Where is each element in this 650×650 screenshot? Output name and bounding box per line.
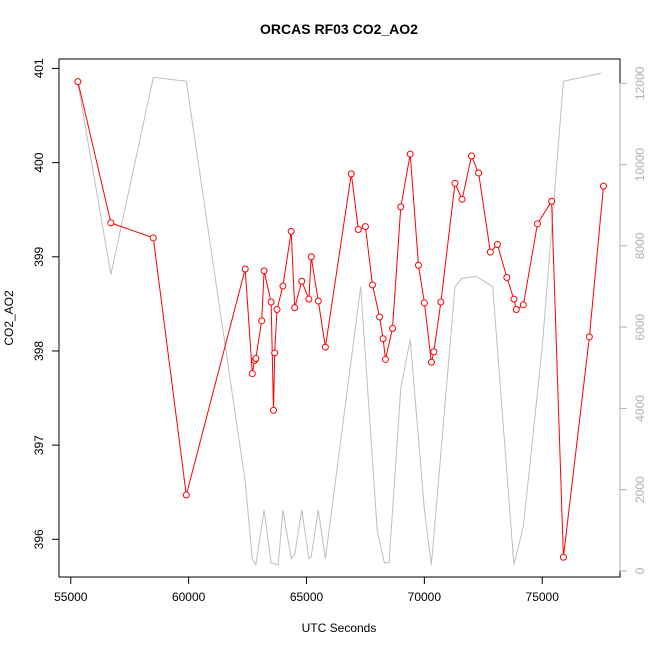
data-point: [512, 306, 520, 314]
data-point: [427, 358, 435, 366]
data-point: [287, 227, 295, 235]
x-tick-label: 75000: [526, 590, 560, 604]
data-point: [534, 220, 541, 228]
data-point: [414, 261, 422, 269]
data-point: [406, 150, 414, 158]
data-point: [486, 248, 494, 256]
data-point: [430, 348, 438, 356]
x-tick-label: 55000: [54, 590, 88, 604]
y-axis-right: 0 2000 4000 6000 8000 10000 12000: [619, 66, 647, 574]
y-tick-label: 396: [32, 529, 46, 549]
y2-tick-label: 0: [633, 567, 647, 574]
data-point: [458, 195, 466, 203]
data-point: [321, 343, 329, 351]
secondary-series-line: [77, 72, 602, 567]
x-axis: 55000 60000 65000 70000 75000: [54, 576, 560, 604]
data-point: [241, 265, 249, 273]
data-point: [258, 317, 266, 325]
x-tick-label: 65000: [290, 590, 324, 604]
data-point: [270, 406, 277, 414]
x-tick-label: 60000: [172, 590, 206, 604]
data-point: [437, 298, 445, 306]
data-point: [273, 306, 281, 314]
x-tick-label: 70000: [408, 590, 442, 604]
data-point: [559, 553, 567, 561]
y-tick-label: 397: [32, 435, 46, 455]
data-point: [600, 182, 607, 190]
data-point: [291, 304, 299, 312]
data-point: [298, 277, 306, 285]
data-point: [361, 223, 369, 231]
data-point: [74, 78, 82, 86]
data-point: [493, 241, 501, 249]
chart-title: ORCAS RF03 CO2_AO2: [260, 21, 418, 37]
data-point: [271, 349, 279, 357]
data-point: [548, 197, 556, 205]
data-point: [468, 152, 475, 160]
data-point: [381, 355, 389, 363]
y-axis-left: 396 397 398 399 400 401: [32, 58, 59, 549]
y2-tick-label: 6000: [633, 313, 647, 340]
data-point: [510, 295, 518, 303]
data-point: [307, 253, 315, 261]
series-layer: [74, 72, 607, 567]
y-tick-label: 399: [32, 246, 46, 266]
data-point: [252, 354, 260, 362]
data-point: [267, 298, 275, 306]
data-point: [248, 370, 256, 378]
data-point: [260, 267, 268, 275]
y-axis-label: CO2_AO2: [2, 290, 16, 346]
data-point: [451, 179, 459, 187]
data-point: [376, 313, 384, 321]
data-point: [585, 333, 593, 341]
data-point: [420, 299, 428, 307]
y2-tick-label: 8000: [633, 232, 647, 259]
primary-series-line: [77, 81, 604, 558]
data-point: [107, 219, 115, 227]
y-tick-label: 400: [32, 152, 46, 172]
x-axis-label: UTC Seconds: [302, 621, 377, 635]
data-point: [389, 324, 397, 332]
y2-tick-label: 12000: [633, 66, 647, 100]
data-point: [379, 335, 387, 343]
y2-tick-label: 4000: [633, 395, 647, 422]
data-point: [149, 234, 157, 242]
data-point: [347, 170, 355, 178]
y2-tick-label: 10000: [633, 148, 647, 182]
data-point: [519, 301, 527, 309]
data-point: [475, 169, 483, 177]
data-point: [305, 295, 313, 303]
data-point: [182, 491, 190, 499]
data-point: [354, 225, 362, 233]
data-point: [503, 274, 511, 282]
data-point: [279, 282, 287, 290]
plot-frame: [58, 58, 621, 578]
data-point: [369, 281, 376, 289]
y2-tick-label: 2000: [633, 476, 647, 503]
y-tick-label: 398: [32, 341, 46, 361]
y-tick-label: 401: [32, 58, 46, 78]
data-point: [314, 297, 322, 305]
data-point: [397, 203, 405, 211]
